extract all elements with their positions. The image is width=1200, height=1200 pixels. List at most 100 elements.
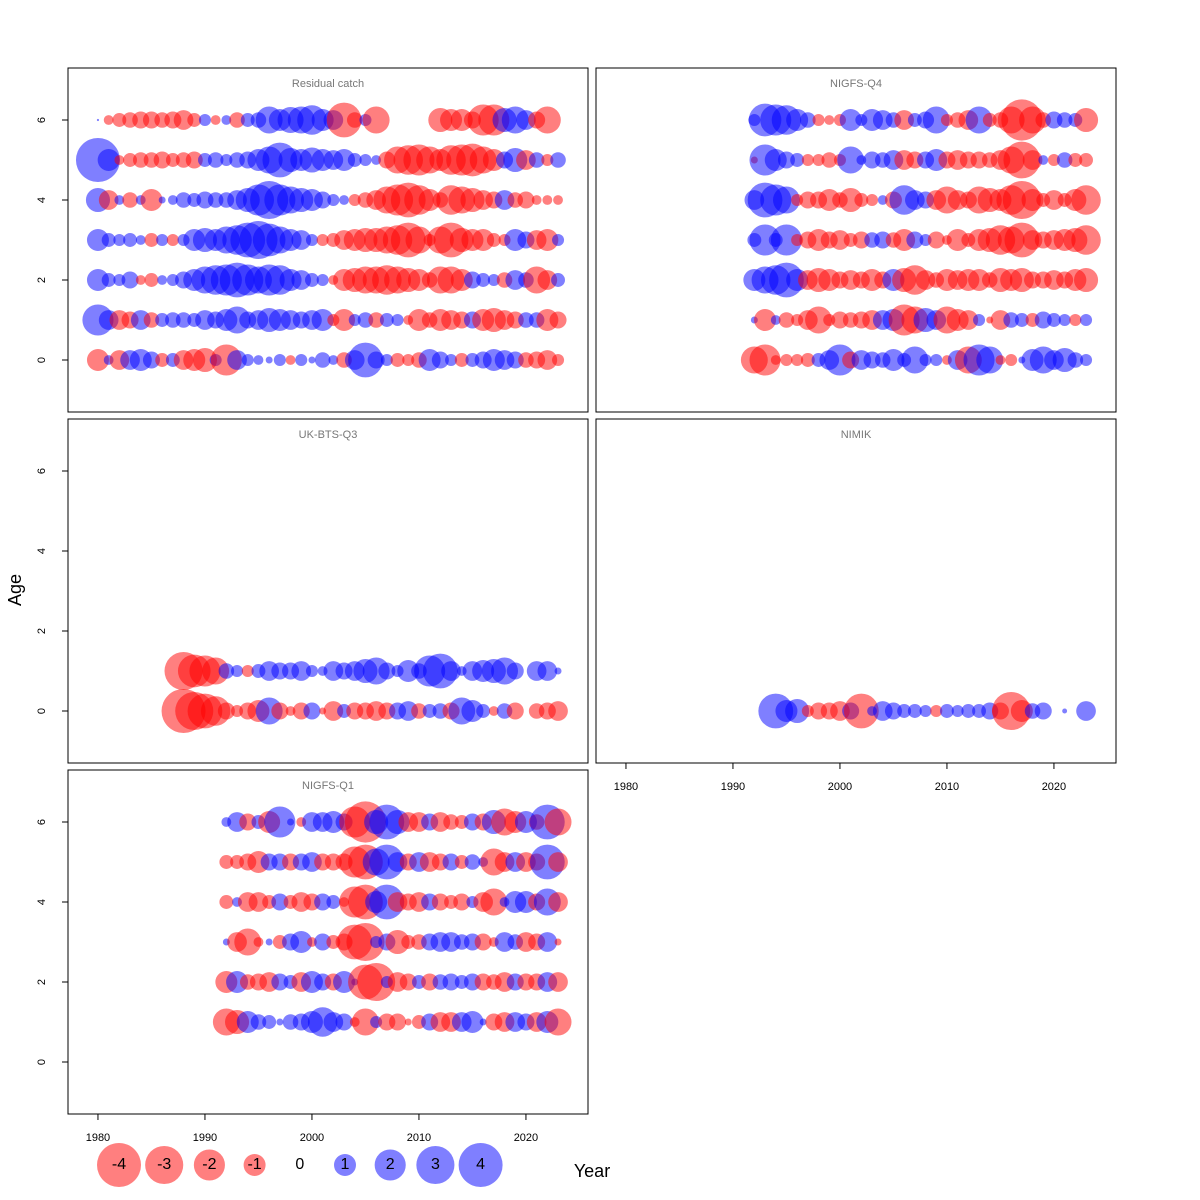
legend-bubble: [243, 1154, 266, 1176]
bubble: [348, 193, 361, 207]
bubble: [552, 233, 565, 247]
bubble: [207, 192, 224, 208]
bubble: [346, 112, 363, 128]
x-tick-label: 2010: [407, 1132, 431, 1144]
bubble: [770, 315, 781, 325]
bubble: [155, 353, 170, 367]
bubble: [537, 270, 558, 290]
bubble: [290, 931, 313, 953]
bubble: [207, 152, 224, 168]
panel-frame: [595, 418, 1117, 764]
bubble: [821, 152, 838, 168]
bubble: [897, 704, 912, 718]
legend-bubble: [374, 1149, 406, 1181]
bubble: [357, 312, 374, 328]
bubble: [314, 933, 332, 951]
y-tick-label: 6: [36, 468, 48, 474]
legend-label: 4: [476, 1156, 485, 1173]
y-tick-label: 2: [36, 979, 48, 985]
bubble: [316, 273, 329, 287]
bubble: [1046, 313, 1061, 327]
bubble: [144, 233, 159, 247]
bubble: [326, 102, 362, 138]
bubble: [866, 193, 879, 207]
legend-bubble: [97, 1143, 141, 1187]
bubble: [777, 151, 795, 169]
y-tick-label: 4: [36, 899, 48, 905]
legend-bubble: [458, 1143, 503, 1187]
bubble: [830, 230, 850, 250]
bubble: [443, 814, 459, 830]
bubble: [316, 233, 329, 247]
bubble: [265, 356, 273, 364]
legend-label: 3: [431, 1156, 440, 1173]
bubble: [234, 928, 262, 956]
bubble: [791, 353, 804, 367]
panel-title: NIMIK: [841, 429, 872, 441]
bubble: [187, 113, 202, 127]
bubble: [305, 664, 318, 678]
bubble: [454, 353, 469, 367]
bubble: [411, 703, 427, 719]
bubble: [144, 273, 159, 287]
bubble: [389, 1013, 407, 1031]
bubble: [800, 353, 815, 367]
bubble: [995, 355, 1006, 365]
bubble: [854, 193, 869, 207]
bubble: [1079, 153, 1093, 167]
bubble: [333, 309, 356, 331]
bubble: [461, 700, 484, 722]
bubble: [445, 353, 458, 367]
bubble: [754, 309, 777, 331]
bubble: [951, 704, 964, 718]
bubble: [1073, 267, 1099, 293]
bubble: [323, 701, 344, 721]
bubble: [749, 224, 781, 256]
bubble: [431, 351, 449, 369]
bubble: [103, 115, 114, 125]
bubble: [314, 352, 331, 368]
bubble: [474, 933, 492, 951]
bubble: [906, 231, 924, 249]
bubble: [96, 118, 100, 122]
bubble: [357, 962, 396, 1002]
bubble: [487, 273, 500, 287]
bubble: [371, 155, 382, 165]
bubble: [749, 344, 781, 376]
bubble: [307, 937, 317, 947]
bubble: [98, 190, 119, 210]
bubble: [882, 349, 905, 371]
bubble: [785, 698, 810, 724]
bubble: [801, 153, 814, 167]
bubble: [304, 273, 319, 287]
bubble: [198, 113, 211, 127]
bubble: [554, 938, 562, 946]
bubble: [982, 113, 997, 127]
bubble: [401, 935, 416, 949]
bubble: [1044, 190, 1064, 210]
bubble: [1047, 153, 1060, 167]
bubble: [327, 193, 340, 207]
bubble: [1034, 311, 1052, 329]
y-tick-label: 4: [36, 548, 48, 554]
bubble: [219, 895, 234, 909]
bubble: [143, 312, 160, 328]
bubble: [348, 342, 383, 378]
bubble: [291, 230, 312, 250]
bubble: [1073, 107, 1099, 133]
bubble: [780, 353, 793, 367]
bubble: [824, 115, 835, 125]
y-tick-label: 0: [36, 357, 48, 363]
bubble: [772, 186, 800, 214]
bubble: [346, 922, 385, 962]
panel-title: NIGFS-Q1: [302, 780, 354, 792]
panel-title: Residual catch: [292, 78, 364, 90]
bubble: [114, 195, 125, 205]
bubble: [541, 153, 554, 167]
bubble: [291, 270, 312, 290]
bubble: [97, 149, 120, 171]
bubble: [464, 854, 481, 870]
bubble: [479, 1018, 487, 1026]
bubble: [241, 353, 254, 367]
bubble: [402, 353, 415, 367]
